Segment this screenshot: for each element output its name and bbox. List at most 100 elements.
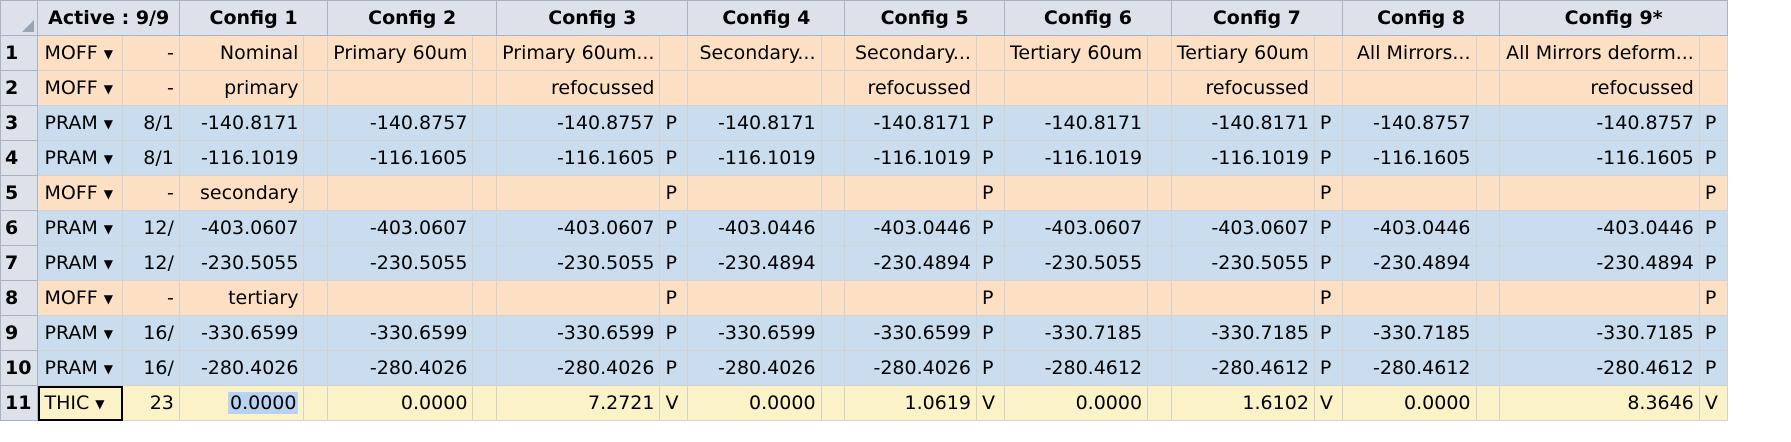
operand-type-dropdown[interactable]: PRAM ▼ <box>37 140 124 176</box>
solve-type-cell[interactable]: P <box>1698 105 1729 141</box>
chevron-down-icon[interactable]: ▼ <box>103 151 113 166</box>
chevron-down-icon[interactable]: ▼ <box>103 256 113 271</box>
operand-type-dropdown[interactable]: PRAM ▼ <box>37 105 124 141</box>
operand-parameter[interactable]: 16/ <box>122 350 180 386</box>
config-value-cell[interactable]: All Mirrors... <box>1341 35 1477 71</box>
solve-type-cell[interactable] <box>1698 35 1729 71</box>
config-value-cell[interactable]: -116.1019 <box>178 140 305 176</box>
solve-type-cell[interactable] <box>303 280 329 316</box>
config-header-6[interactable]: Config 6 <box>1004 0 1172 36</box>
config-value-cell[interactable]: -140.8171 <box>844 105 977 141</box>
solve-type-cell[interactable] <box>303 175 329 211</box>
config-value-cell[interactable]: -230.4894 <box>1341 245 1477 281</box>
config-value-cell[interactable] <box>496 280 661 316</box>
operand-parameter[interactable]: 12/ <box>122 210 180 246</box>
operand-parameter[interactable]: - <box>122 175 180 211</box>
solve-type-cell[interactable] <box>472 245 498 281</box>
config-value-cell[interactable]: -230.5055 <box>178 245 305 281</box>
config-value-cell[interactable]: -403.0446 <box>687 210 822 246</box>
config-value-cell[interactable]: refocussed <box>1170 70 1315 106</box>
operand-type-dropdown[interactable]: PRAM ▼ <box>37 210 124 246</box>
config-value-cell[interactable]: -230.4894 <box>1499 245 1700 281</box>
operand-type-dropdown[interactable]: PRAM ▼ <box>37 315 124 351</box>
config-value-cell[interactable] <box>1499 280 1700 316</box>
solve-type-cell[interactable]: P <box>975 105 1006 141</box>
solve-type-cell[interactable] <box>303 385 329 421</box>
config-value-cell[interactable] <box>687 70 822 106</box>
solve-type-cell[interactable] <box>659 35 689 71</box>
solve-type-cell[interactable] <box>1147 175 1172 211</box>
config-value-cell[interactable]: -330.7185 <box>1499 315 1700 351</box>
solve-type-cell[interactable] <box>1475 280 1501 316</box>
solve-type-cell[interactable] <box>659 70 689 106</box>
active-config-header[interactable]: Active : 9/9 <box>37 0 180 36</box>
config-value-cell[interactable]: -140.8757 <box>327 105 474 141</box>
chevron-down-icon[interactable]: ▼ <box>95 396 105 411</box>
config-value-cell[interactable]: 0.0000 <box>178 385 305 421</box>
row-number[interactable]: 10 <box>0 350 39 386</box>
config-value-cell[interactable] <box>1003 70 1149 106</box>
config-value-cell[interactable]: -280.4612 <box>1499 350 1700 386</box>
row-number[interactable]: 5 <box>0 175 39 211</box>
config-value-cell[interactable]: -116.1019 <box>1170 140 1315 176</box>
solve-type-cell[interactable] <box>1147 70 1172 106</box>
config-header-3[interactable]: Config 3 <box>496 0 689 36</box>
solve-type-cell[interactable]: P <box>1313 245 1343 281</box>
operand-parameter[interactable]: 16/ <box>122 315 180 351</box>
solve-type-cell[interactable] <box>1475 350 1501 386</box>
config-value-cell[interactable]: -140.8757 <box>1499 105 1700 141</box>
solve-type-cell[interactable] <box>1147 140 1172 176</box>
solve-type-cell[interactable] <box>472 70 498 106</box>
config-value-cell[interactable]: refocussed <box>496 70 661 106</box>
solve-type-cell[interactable] <box>1147 245 1172 281</box>
solve-type-cell[interactable] <box>472 210 498 246</box>
config-value-cell[interactable]: -116.1019 <box>1003 140 1149 176</box>
solve-type-cell[interactable]: P <box>975 350 1006 386</box>
config-value-cell[interactable]: -403.0607 <box>1170 210 1315 246</box>
solve-type-cell[interactable] <box>820 105 846 141</box>
solve-type-cell[interactable] <box>1475 70 1501 106</box>
solve-type-cell[interactable]: P <box>659 280 689 316</box>
config-value-cell[interactable]: Primary 60um... <box>496 35 661 71</box>
operand-parameter[interactable]: 8/1 <box>122 105 180 141</box>
config-value-cell[interactable]: -403.0446 <box>844 210 977 246</box>
solve-type-cell[interactable] <box>1475 210 1501 246</box>
operand-parameter[interactable]: - <box>122 35 180 71</box>
solve-type-cell[interactable] <box>1475 315 1501 351</box>
solve-type-cell[interactable]: V <box>1313 385 1343 421</box>
operand-type-dropdown[interactable]: MOFF ▼ <box>37 70 124 106</box>
solve-type-cell[interactable] <box>303 105 329 141</box>
solve-type-cell[interactable] <box>1147 35 1172 71</box>
solve-type-cell[interactable] <box>820 245 846 281</box>
config-value-cell[interactable] <box>844 280 977 316</box>
config-value-cell[interactable]: -116.1605 <box>1499 140 1700 176</box>
config-value-cell[interactable]: secondary <box>178 175 305 211</box>
solve-type-cell[interactable] <box>820 70 846 106</box>
config-value-cell[interactable]: -330.7185 <box>1341 315 1477 351</box>
solve-type-cell[interactable]: P <box>659 140 689 176</box>
config-value-cell[interactable]: 0.0000 <box>327 385 474 421</box>
chevron-down-icon[interactable]: ▼ <box>103 221 113 236</box>
config-value-cell[interactable]: -140.8171 <box>1170 105 1315 141</box>
config-value-cell[interactable]: Tertiary 60um <box>1003 35 1149 71</box>
config-value-cell[interactable]: 8.3646 <box>1499 385 1700 421</box>
solve-type-cell[interactable]: V <box>659 385 689 421</box>
chevron-down-icon[interactable]: ▼ <box>103 361 113 376</box>
config-value-cell[interactable] <box>327 280 474 316</box>
solve-type-cell[interactable] <box>1698 70 1729 106</box>
config-value-cell[interactable]: -230.5055 <box>496 245 661 281</box>
solve-type-cell[interactable] <box>1475 385 1501 421</box>
row-number[interactable]: 4 <box>0 140 39 176</box>
config-value-cell[interactable] <box>1341 70 1477 106</box>
solve-type-cell[interactable]: P <box>1698 175 1729 211</box>
operand-type-dropdown[interactable]: THIC ▼ <box>37 385 124 421</box>
solve-type-cell[interactable] <box>1475 245 1501 281</box>
config-value-cell[interactable]: -280.4612 <box>1003 350 1149 386</box>
config-value-cell[interactable] <box>687 175 822 211</box>
solve-type-cell[interactable]: V <box>975 385 1006 421</box>
config-value-cell[interactable]: -403.0446 <box>1341 210 1477 246</box>
row-number[interactable]: 11 <box>0 385 39 421</box>
config-value-cell[interactable]: -280.4026 <box>178 350 305 386</box>
chevron-down-icon[interactable]: ▼ <box>103 186 113 201</box>
solve-type-cell[interactable] <box>820 350 846 386</box>
